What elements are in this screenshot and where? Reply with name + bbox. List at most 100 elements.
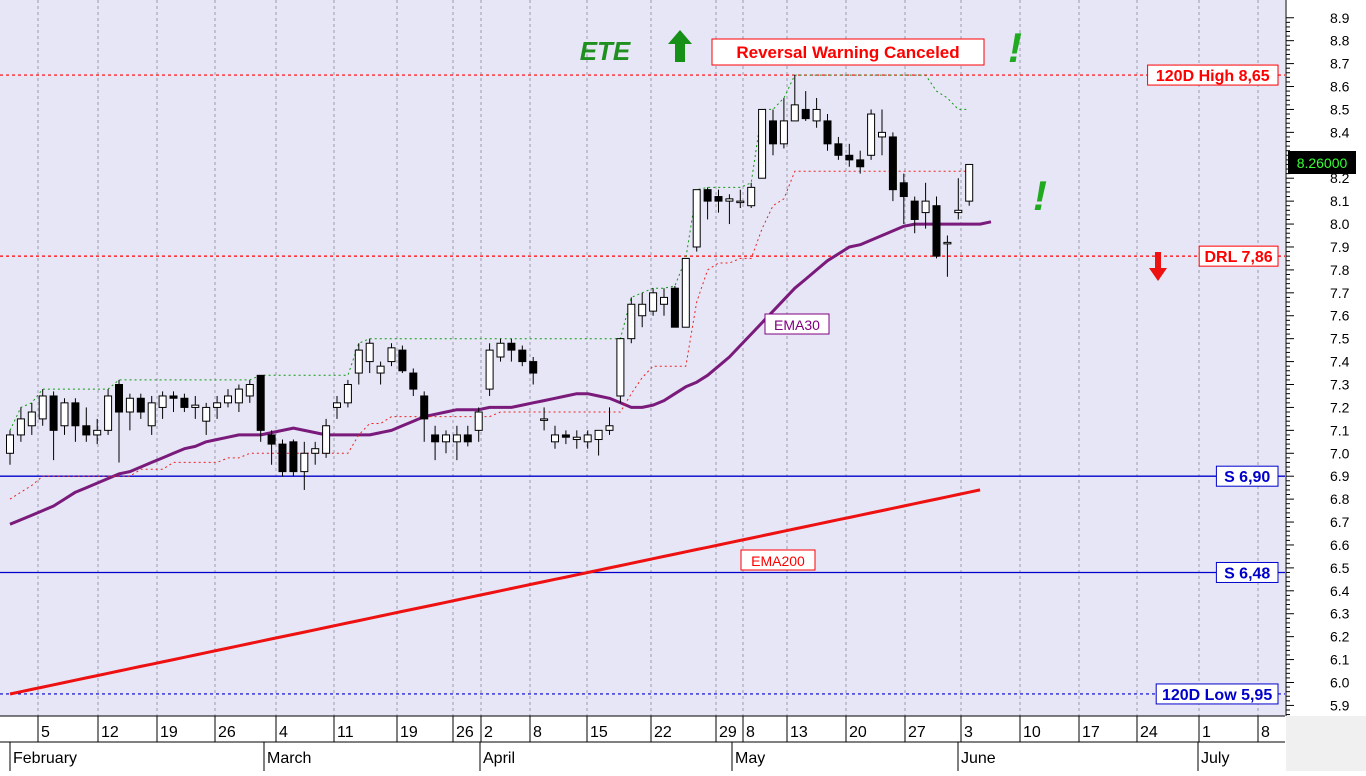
day-label: 26 xyxy=(218,724,236,741)
price-tick-label: 6.0 xyxy=(1330,674,1350,690)
candle-down xyxy=(169,395,178,399)
candle-down xyxy=(670,287,679,328)
candle-up xyxy=(660,296,668,305)
day-label: 20 xyxy=(849,724,867,741)
candle-down xyxy=(834,143,843,156)
month-label: July xyxy=(1201,750,1229,767)
candle-up xyxy=(6,434,14,454)
price-tick-label: 6.5 xyxy=(1330,560,1350,576)
candle-up xyxy=(27,411,36,427)
month-label: April xyxy=(483,750,515,767)
day-label: 15 xyxy=(590,724,608,741)
candle-up xyxy=(354,349,363,374)
price-tick-label: 6.7 xyxy=(1330,514,1350,530)
candle-up xyxy=(965,163,974,202)
candle-up xyxy=(234,388,243,404)
candle-down xyxy=(82,425,91,436)
candle-up xyxy=(583,434,592,443)
candle-down xyxy=(49,395,58,431)
candle-up xyxy=(692,189,701,248)
candle-down xyxy=(856,159,865,168)
candle-down xyxy=(703,189,712,202)
candle-up xyxy=(191,404,200,408)
candle-up xyxy=(387,347,396,363)
day-label: 19 xyxy=(160,724,178,741)
candle-down xyxy=(845,154,854,161)
price-tick-label: 8.0 xyxy=(1330,216,1350,232)
day-label: 5 xyxy=(41,724,50,741)
candle-down xyxy=(278,443,287,473)
price-tick-label: 8.5 xyxy=(1330,101,1350,117)
candle-down xyxy=(289,441,298,473)
candle-up xyxy=(921,200,930,214)
price-tick-label: 7.3 xyxy=(1330,377,1350,393)
day-label: 13 xyxy=(790,724,808,741)
candle-up xyxy=(365,342,374,363)
exclamation-icon-top: ! xyxy=(1008,24,1022,71)
candle-down xyxy=(180,397,189,408)
day-label: 27 xyxy=(908,724,926,741)
ema30-label-box xyxy=(764,313,830,335)
indicator-labels: EMA30 EMA200 xyxy=(740,313,830,571)
day-label: 11 xyxy=(337,724,354,741)
candle-up xyxy=(954,209,963,214)
candle-up xyxy=(311,448,320,454)
ema200-label: EMA200 xyxy=(751,553,805,569)
candle-up xyxy=(779,120,788,145)
level-labels: 120D High 8,65 DRL 7,86 S 6,90 S 6,48 120D L… xyxy=(1147,64,1279,705)
price-tick-label: 7.1 xyxy=(1330,422,1350,438)
candle-up xyxy=(300,452,309,473)
price-tick-label: 8.2 xyxy=(1330,170,1350,186)
resistance-line xyxy=(9,74,970,431)
last-price-value: 8.26000 xyxy=(1297,155,1348,171)
price-tick-label: 8.7 xyxy=(1330,56,1350,72)
level-label-box xyxy=(1215,465,1279,487)
ema30-label: EMA30 xyxy=(774,317,820,333)
price-axis: 5.9 6.0 6.1 6.2 6.3 6.4 6.5 6.6 6.7 6.8 6.9 7.0 7.1 7… xyxy=(1285,0,1350,716)
candle-down xyxy=(256,374,265,431)
last-price-badge: 8.26000 xyxy=(1288,151,1356,174)
day-label: 3 xyxy=(964,724,973,741)
price-tick-label: 7.6 xyxy=(1330,308,1350,324)
plot-background xyxy=(0,0,1285,716)
candle-up xyxy=(758,108,767,179)
candle-down xyxy=(71,402,80,427)
candle-down xyxy=(561,434,570,438)
candle-up xyxy=(16,418,25,436)
day-label: 19 xyxy=(400,724,418,741)
candle-up xyxy=(104,395,113,431)
candle-up xyxy=(638,303,647,317)
ema200-label-box xyxy=(740,549,816,571)
exclamation-icon-right: ! xyxy=(1033,172,1047,219)
candle-up xyxy=(867,113,876,156)
date-axis: 5 12 19 26 4 11 19 26 2 8 15 22 29 8 13 20 27 3 10 17 24 1 8 Fe… xyxy=(0,715,1366,771)
candle-up xyxy=(943,241,952,245)
candle-down xyxy=(888,136,897,191)
month-label: February xyxy=(13,750,77,767)
price-tick-label: 6.6 xyxy=(1330,537,1350,553)
level-label: 120D Low 5,95 xyxy=(1162,687,1272,704)
candle-up xyxy=(681,257,690,328)
candle-up xyxy=(551,434,559,443)
level-label: 120D High 8,65 xyxy=(1156,68,1270,85)
candle-down xyxy=(398,349,407,372)
price-tick-label: 8.4 xyxy=(1330,124,1350,140)
day-label: 24 xyxy=(1140,724,1158,741)
candle-up xyxy=(790,104,799,122)
candle-up xyxy=(245,384,254,397)
candle-up xyxy=(147,402,156,427)
month-label: March xyxy=(267,750,311,767)
level-label-box xyxy=(1215,561,1279,583)
candle-up xyxy=(605,425,614,431)
candle-up xyxy=(474,411,483,431)
candle-up xyxy=(452,434,461,443)
candle-up xyxy=(627,303,636,340)
price-tick-label: 6.8 xyxy=(1330,491,1350,507)
down-arrow-icon xyxy=(1149,252,1167,281)
day-label: 4 xyxy=(279,724,288,741)
candle-down xyxy=(409,372,418,390)
candle-down xyxy=(136,397,145,413)
ema30-layer xyxy=(9,220,992,526)
